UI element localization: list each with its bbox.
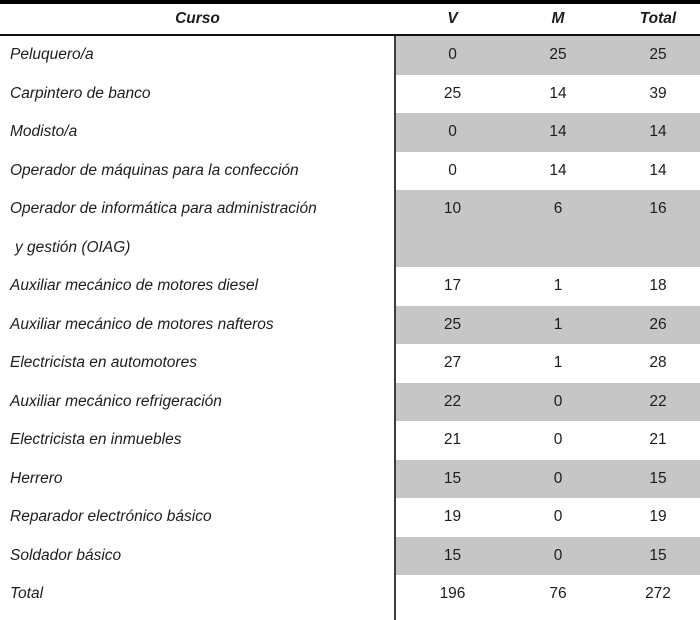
- table-row: Carpintero de banco 25 14 39: [0, 74, 700, 113]
- total-count-cell: 14: [606, 113, 700, 152]
- column-header-total: Total: [639, 10, 677, 27]
- table-row: Reparador electrónico básico 19 0 19: [0, 498, 700, 537]
- total-count-cell: 14: [649, 161, 667, 179]
- v-count-cell: 0: [448, 161, 457, 179]
- m-count-cell: 0: [510, 459, 606, 498]
- table-row: Electricista en inmuebles 21 0 21: [0, 421, 700, 460]
- total-count-cell: 22: [606, 382, 700, 421]
- total-count-cell: 15: [606, 536, 700, 575]
- table-row: Electricista en automotores 27 1 28: [0, 344, 700, 383]
- total-count-cell: 15: [606, 459, 700, 498]
- table-row: Herrero 15 0 15: [0, 459, 700, 498]
- course-name-cell: Carpintero de banco: [0, 74, 395, 113]
- v-count-cell: 15: [395, 459, 510, 498]
- m-count-cell: 1: [553, 277, 563, 294]
- v-count-cell: 10: [395, 190, 510, 267]
- v-count-cell: 0: [395, 36, 510, 75]
- v-count-cell: 22: [395, 382, 510, 421]
- v-count-cell: 15: [395, 536, 510, 575]
- table-header: Curso V M Total: [0, 4, 700, 36]
- column-header-m: M: [551, 10, 565, 27]
- course-name-cell: Electricista en inmuebles: [0, 421, 395, 460]
- course-name-cell: Peluquero/a: [0, 36, 395, 75]
- table-row: Operador de informática para administrac…: [0, 190, 700, 267]
- total-count-cell: 28: [649, 354, 667, 371]
- table-row: Modisto/a 0 14 14: [0, 113, 700, 152]
- course-name-cell: Modisto/a: [0, 113, 395, 152]
- m-count-cell: 0: [553, 431, 563, 448]
- m-count-cell: 6: [510, 190, 606, 267]
- m-count-cell: 76: [549, 585, 567, 602]
- total-count-cell: 21: [649, 431, 667, 448]
- v-count-cell: 25: [443, 84, 462, 102]
- total-count-cell: 26: [606, 305, 700, 344]
- total-count-cell: 16: [606, 190, 700, 267]
- m-count-cell: 1: [510, 305, 606, 344]
- v-count-cell: 25: [395, 305, 510, 344]
- table-row: Auxiliar mecánico de motores nafteros 25…: [0, 305, 700, 344]
- course-name-line-1: Operador de informática para administrac…: [10, 200, 317, 217]
- m-count-cell: 14: [549, 161, 567, 179]
- course-name-cell: Soldador básico: [0, 536, 395, 575]
- v-count-cell: 19: [443, 508, 462, 525]
- v-count-cell: 21: [443, 431, 462, 448]
- m-count-cell: 1: [553, 354, 563, 371]
- total-count-cell: 19: [649, 508, 667, 525]
- m-count-cell: 25: [510, 36, 606, 75]
- m-count-cell: 0: [510, 382, 606, 421]
- table-row: Auxiliar mecánico de motores diesel 17 1…: [0, 267, 700, 306]
- course-name-cell: Herrero: [0, 459, 395, 498]
- course-name-cell: Operador de máquinas para la confección: [0, 151, 395, 190]
- course-name-cell: Auxiliar mecánico de motores nafteros: [0, 305, 395, 344]
- v-count-cell: 27: [443, 354, 462, 371]
- v-count-cell: 196: [439, 585, 466, 602]
- table-row: Operador de máquinas para la confección …: [0, 151, 700, 190]
- m-count-cell: 14: [549, 84, 567, 102]
- course-name-cell: Total: [0, 575, 395, 614]
- m-count-cell: 14: [510, 113, 606, 152]
- column-divider-line: [394, 36, 396, 620]
- course-name-cell: Auxiliar mecánico refrigeración: [0, 382, 395, 421]
- table-row-total: Total 196 76 272: [0, 575, 700, 614]
- total-count-cell: 39: [649, 84, 667, 102]
- total-count-cell: 18: [649, 277, 667, 294]
- course-name-line-2: y gestión (OIAG): [15, 238, 131, 256]
- m-count-cell: 0: [510, 536, 606, 575]
- course-name-cell: Operador de informática para administrac…: [0, 190, 395, 267]
- course-name-cell: Auxiliar mecánico de motores diesel: [0, 267, 395, 306]
- table-row: Auxiliar mecánico refrigeración 22 0 22: [0, 382, 700, 421]
- total-count-cell: 272: [645, 585, 671, 602]
- column-header-v: V: [447, 10, 458, 27]
- total-count-cell: 25: [606, 36, 700, 75]
- course-name-cell: Electricista en automotores: [0, 344, 395, 383]
- course-name-cell: Reparador electrónico básico: [0, 498, 395, 537]
- table-row: Soldador básico 15 0 15: [0, 536, 700, 575]
- v-count-cell: 0: [395, 113, 510, 152]
- v-count-cell: 17: [443, 277, 462, 294]
- column-header-curso: Curso: [175, 10, 220, 27]
- table-body: Peluquero/a 0 25 25 Carpintero de banco …: [0, 36, 700, 620]
- m-count-cell: 0: [553, 508, 563, 525]
- table-row: Peluquero/a 0 25 25: [0, 36, 700, 75]
